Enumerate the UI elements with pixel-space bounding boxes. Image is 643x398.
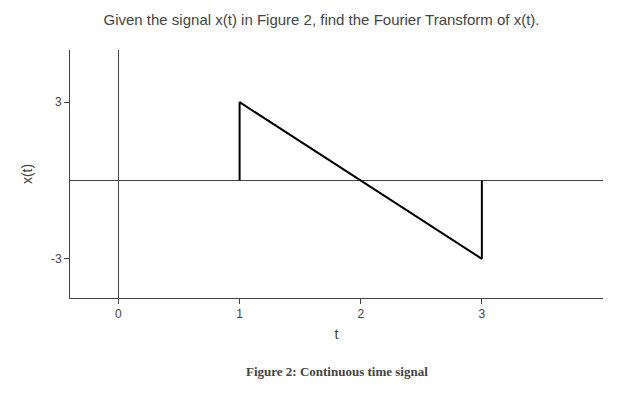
svg-text:t: t	[335, 326, 339, 342]
svg-text:x(t): x(t)	[19, 164, 35, 184]
svg-text:2: 2	[357, 307, 364, 321]
svg-text:3: 3	[479, 307, 486, 321]
svg-text:1: 1	[236, 307, 243, 321]
svg-text:-3: -3	[51, 252, 62, 266]
svg-text:0: 0	[115, 307, 122, 321]
svg-text:Figure 2: Continuous time sign: Figure 2: Continuous time signal	[246, 364, 428, 379]
svg-text:3: 3	[55, 95, 62, 109]
svg-text:Given the signal x(t) in Figur: Given the signal x(t) in Figure 2, find …	[104, 11, 540, 28]
